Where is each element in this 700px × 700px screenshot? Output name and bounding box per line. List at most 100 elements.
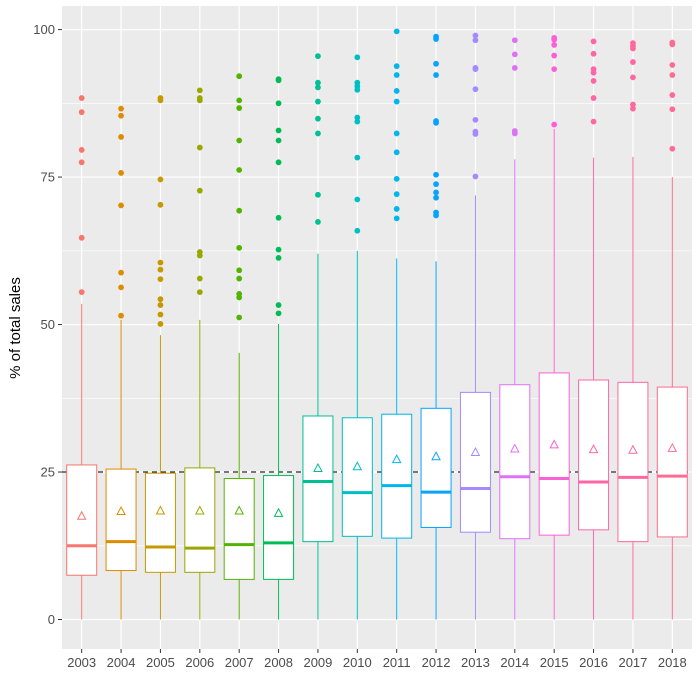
outlier-point — [433, 181, 439, 188]
x-tick-label: 2016 — [579, 655, 608, 670]
outlier-point — [118, 202, 124, 209]
outlier-point — [511, 51, 518, 58]
outlier-point — [236, 207, 243, 214]
iqr-box — [538, 372, 570, 536]
outlier-point — [236, 73, 243, 80]
outlier-point — [669, 106, 676, 113]
mean-marker — [391, 454, 402, 464]
outlier-point — [78, 147, 85, 153]
outlier-point — [78, 159, 85, 166]
outlier-point — [551, 121, 558, 128]
box-2008 — [263, 76, 295, 620]
outlier-point — [433, 209, 439, 216]
x-tick-label: 2006 — [185, 655, 214, 670]
box-2014 — [499, 37, 531, 620]
outlier-point — [590, 50, 597, 57]
outlier-point — [315, 98, 321, 105]
outlier-point — [433, 171, 439, 178]
outlier-point — [590, 118, 597, 125]
outlier-point — [236, 167, 243, 173]
outlier-point — [551, 66, 558, 73]
boxes-layer — [66, 28, 688, 620]
mean-marker — [155, 505, 166, 515]
outlier-point — [511, 128, 518, 134]
box-2013 — [459, 32, 491, 620]
x-tick-label: 2011 — [383, 655, 411, 670]
outlier-point — [393, 206, 400, 212]
mean-marker — [588, 444, 599, 454]
outlier-point — [157, 176, 164, 183]
outlier-point — [315, 53, 321, 60]
box-2016 — [578, 38, 610, 620]
outlier-point — [315, 79, 321, 86]
iqr-box — [499, 384, 531, 540]
box-2011 — [381, 28, 413, 620]
outlier-point — [590, 95, 597, 101]
x-tick-label: 2003 — [67, 655, 96, 670]
outlier-point — [630, 105, 636, 112]
box-2017 — [617, 40, 649, 620]
mean-marker — [470, 446, 481, 457]
outlier-point — [157, 311, 164, 318]
outlier-point — [669, 39, 676, 46]
outlier-point — [669, 145, 676, 152]
x-tick-label: 2018 — [658, 655, 687, 670]
outlier-point — [590, 66, 597, 73]
outlier-point — [275, 100, 282, 107]
outlier-point — [236, 105, 243, 111]
box-2005 — [144, 95, 176, 620]
x-axis-ticks: 2003 2004 2005 2006 2007 2008 2009 2010 2011 2012… — [67, 649, 687, 670]
outlier-point — [393, 130, 400, 137]
outlier-point — [157, 95, 164, 101]
x-tick-label: 2012 — [422, 655, 451, 670]
box-2009 — [302, 53, 334, 620]
y-axis-title: % of total sales — [7, 277, 24, 379]
outlier-point — [472, 65, 479, 71]
x-tick-label: 2013 — [461, 655, 490, 670]
outlier-point — [118, 134, 124, 140]
iqr-box — [223, 478, 255, 580]
box-2012 — [420, 33, 452, 620]
outlier-point — [354, 196, 361, 203]
outlier-point — [669, 92, 676, 98]
outlier-point — [315, 130, 321, 137]
outlier-point — [393, 72, 400, 78]
outlier-point — [275, 159, 282, 166]
mean-marker — [194, 505, 205, 515]
outlier-point — [275, 76, 282, 83]
outlier-point — [236, 137, 243, 144]
x-tick-label: 2005 — [146, 655, 175, 670]
box-2010 — [341, 54, 373, 620]
outlier-point — [196, 275, 203, 282]
iqr-box — [144, 472, 176, 573]
outlier-point — [275, 254, 282, 261]
outlier-point — [433, 189, 439, 196]
iqr-box — [66, 464, 98, 576]
outlier-point — [275, 310, 282, 317]
outlier-point — [551, 42, 558, 48]
x-tick-label: 2009 — [303, 655, 332, 670]
outlier-point — [393, 28, 400, 35]
outlier-point — [118, 105, 124, 112]
outlier-point — [354, 154, 361, 161]
outlier-point — [433, 72, 439, 78]
mean-marker — [76, 510, 87, 520]
outlier-point — [354, 118, 361, 125]
outlier-point — [354, 114, 361, 121]
outlier-point — [630, 74, 636, 81]
outlier-point — [393, 88, 400, 94]
x-tick-label: 2015 — [540, 655, 569, 670]
outlier-point — [196, 87, 203, 94]
box-2018 — [656, 39, 688, 620]
outlier-point — [433, 194, 439, 201]
outlier-point — [157, 302, 164, 308]
iqr-box — [381, 413, 413, 539]
box-2007 — [223, 73, 255, 620]
x-tick-label: 2014 — [500, 655, 529, 670]
outlier-point — [78, 109, 85, 116]
outlier-point — [551, 52, 558, 59]
x-tick-label: 2010 — [343, 655, 372, 670]
outlier-point — [118, 284, 124, 291]
outlier-point — [669, 72, 676, 78]
box-2003 — [66, 95, 98, 620]
